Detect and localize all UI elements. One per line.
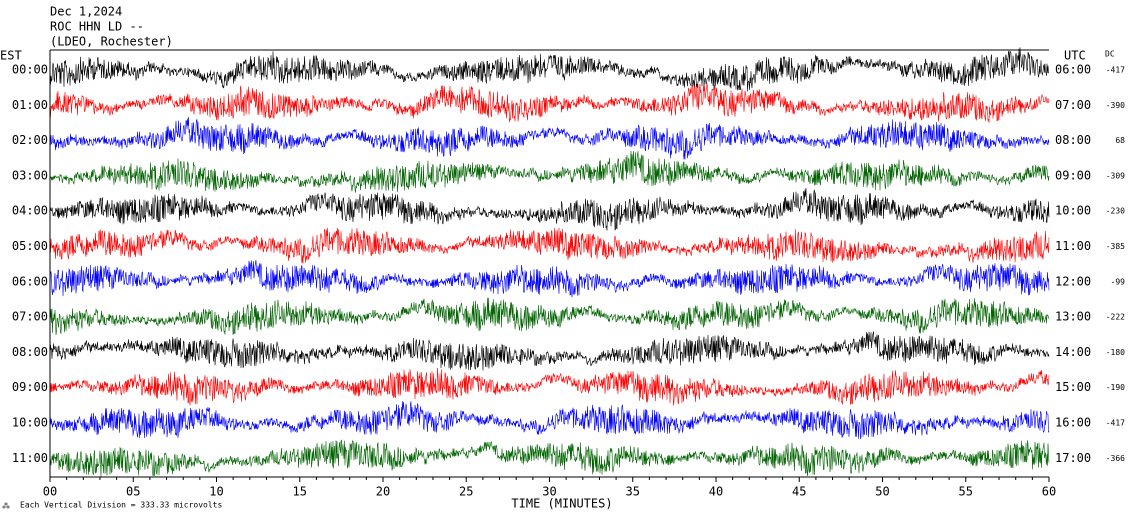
trace <box>49 367 1050 406</box>
trace <box>49 187 1050 231</box>
trace <box>49 401 1050 440</box>
dc-label: 68 <box>1115 136 1125 145</box>
dc-label: -390 <box>1106 101 1125 110</box>
trace <box>49 47 1050 92</box>
dc-label: -99 <box>1111 277 1126 286</box>
est-label: 06:00 <box>12 274 48 288</box>
utc-label: 06:00 <box>1055 63 1091 77</box>
dc-label: -385 <box>1106 242 1125 251</box>
est-label: 08:00 <box>12 345 48 359</box>
est-label: 11:00 <box>12 451 48 465</box>
utc-label: 10:00 <box>1055 204 1091 218</box>
x-tick-label: 10 <box>209 485 223 499</box>
footer: Each Vertical Division = 333.33 microvol… <box>20 501 222 510</box>
traces <box>49 47 1050 477</box>
x-tick-label: 45 <box>792 485 806 499</box>
location: (LDEO, Rochester) <box>50 35 173 49</box>
date: Dec 1,2024 <box>50 5 122 19</box>
dc-label: -222 <box>1106 313 1125 322</box>
est-label: 05:00 <box>12 239 48 253</box>
trace <box>49 116 1050 160</box>
est-label: 04:00 <box>12 204 48 218</box>
utc-label: 08:00 <box>1055 133 1091 147</box>
utc-label: 14:00 <box>1055 345 1091 359</box>
est-label: 03:00 <box>12 168 48 182</box>
est-label: 09:00 <box>12 380 48 394</box>
station: ROC HHN LD -- <box>50 20 144 34</box>
trace <box>49 150 1050 193</box>
utc-label: 09:00 <box>1055 168 1091 182</box>
dc-title: DC <box>1105 50 1115 59</box>
x-tick-label: 30 <box>542 485 556 499</box>
x-tick-label: 25 <box>459 485 473 499</box>
icon: ⁂ <box>2 502 10 511</box>
trace <box>49 83 1050 123</box>
utc-label: 13:00 <box>1055 310 1091 324</box>
est-label: 10:00 <box>12 416 48 430</box>
est-label: 00:00 <box>12 63 48 77</box>
x-tick-label: 40 <box>709 485 723 499</box>
utc-label: 15:00 <box>1055 380 1091 394</box>
dc-label: -190 <box>1106 383 1125 392</box>
x-tick-label: 15 <box>293 485 307 499</box>
trace <box>49 227 1050 264</box>
trace <box>49 439 1050 477</box>
x-tick-label: 00 <box>43 485 57 499</box>
utc-label: 16:00 <box>1055 416 1091 430</box>
est-label: 02:00 <box>12 133 48 147</box>
x-tick-label: 55 <box>959 485 973 499</box>
utc-title: UTC <box>1064 49 1086 63</box>
utc-label: 17:00 <box>1055 451 1091 465</box>
dc-label: -230 <box>1106 207 1125 216</box>
trace <box>49 260 1050 298</box>
dc-label: -417 <box>1106 419 1125 428</box>
dc-label: -417 <box>1106 66 1125 75</box>
trace <box>49 331 1050 371</box>
est-label: 01:00 <box>12 98 48 112</box>
x-tick-label: 50 <box>875 485 889 499</box>
x-tick-label: 60 <box>1042 485 1056 499</box>
utc-label: 07:00 <box>1055 98 1091 112</box>
dc-label: -366 <box>1106 454 1125 463</box>
x-axis-title: TIME (MINUTES) <box>511 497 612 511</box>
x-tick-label: 05 <box>126 485 140 499</box>
x-tick-label: 20 <box>376 485 390 499</box>
x-tick-label: 35 <box>626 485 640 499</box>
trace <box>49 297 1050 336</box>
utc-label: 12:00 <box>1055 274 1091 288</box>
est-title: EST <box>0 49 22 63</box>
dc-label: -180 <box>1106 348 1125 357</box>
dc-label: -309 <box>1106 171 1125 180</box>
utc-label: 11:00 <box>1055 239 1091 253</box>
est-label: 07:00 <box>12 310 48 324</box>
